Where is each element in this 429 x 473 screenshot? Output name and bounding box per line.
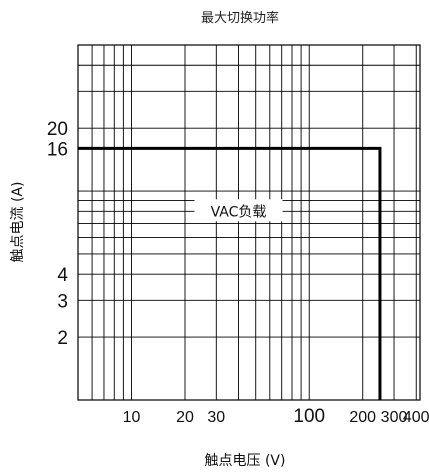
x-tick-label: 400 bbox=[403, 409, 429, 426]
y-tick-label: 16 bbox=[47, 139, 68, 160]
series-layer bbox=[78, 146, 382, 400]
annotation-background bbox=[194, 199, 283, 222]
y-tick-label: 3 bbox=[57, 291, 68, 312]
y-tick-label: 4 bbox=[57, 265, 68, 286]
x-tick-label: 10 bbox=[123, 409, 141, 426]
x-tick-label: 200 bbox=[349, 409, 376, 426]
x-axis-label: 触点电压 (V) bbox=[205, 453, 286, 469]
x-tick-label: 20 bbox=[176, 409, 194, 426]
y-axis-label: 触点电流 (A) bbox=[10, 182, 26, 263]
series-line bbox=[78, 146, 382, 400]
plot-frame bbox=[77, 44, 421, 401]
y-tick-label: 2 bbox=[57, 328, 68, 349]
x-tick-label: 100 bbox=[293, 406, 325, 427]
y-tick-label: 20 bbox=[47, 119, 68, 140]
grid bbox=[78, 45, 420, 400]
x-tick-label: 30 bbox=[207, 409, 225, 426]
x-tick-label: 300 bbox=[381, 409, 408, 426]
annotation-vac-load: VAC负载 bbox=[211, 204, 267, 220]
chart-title: 最大切换功率 bbox=[201, 10, 279, 26]
